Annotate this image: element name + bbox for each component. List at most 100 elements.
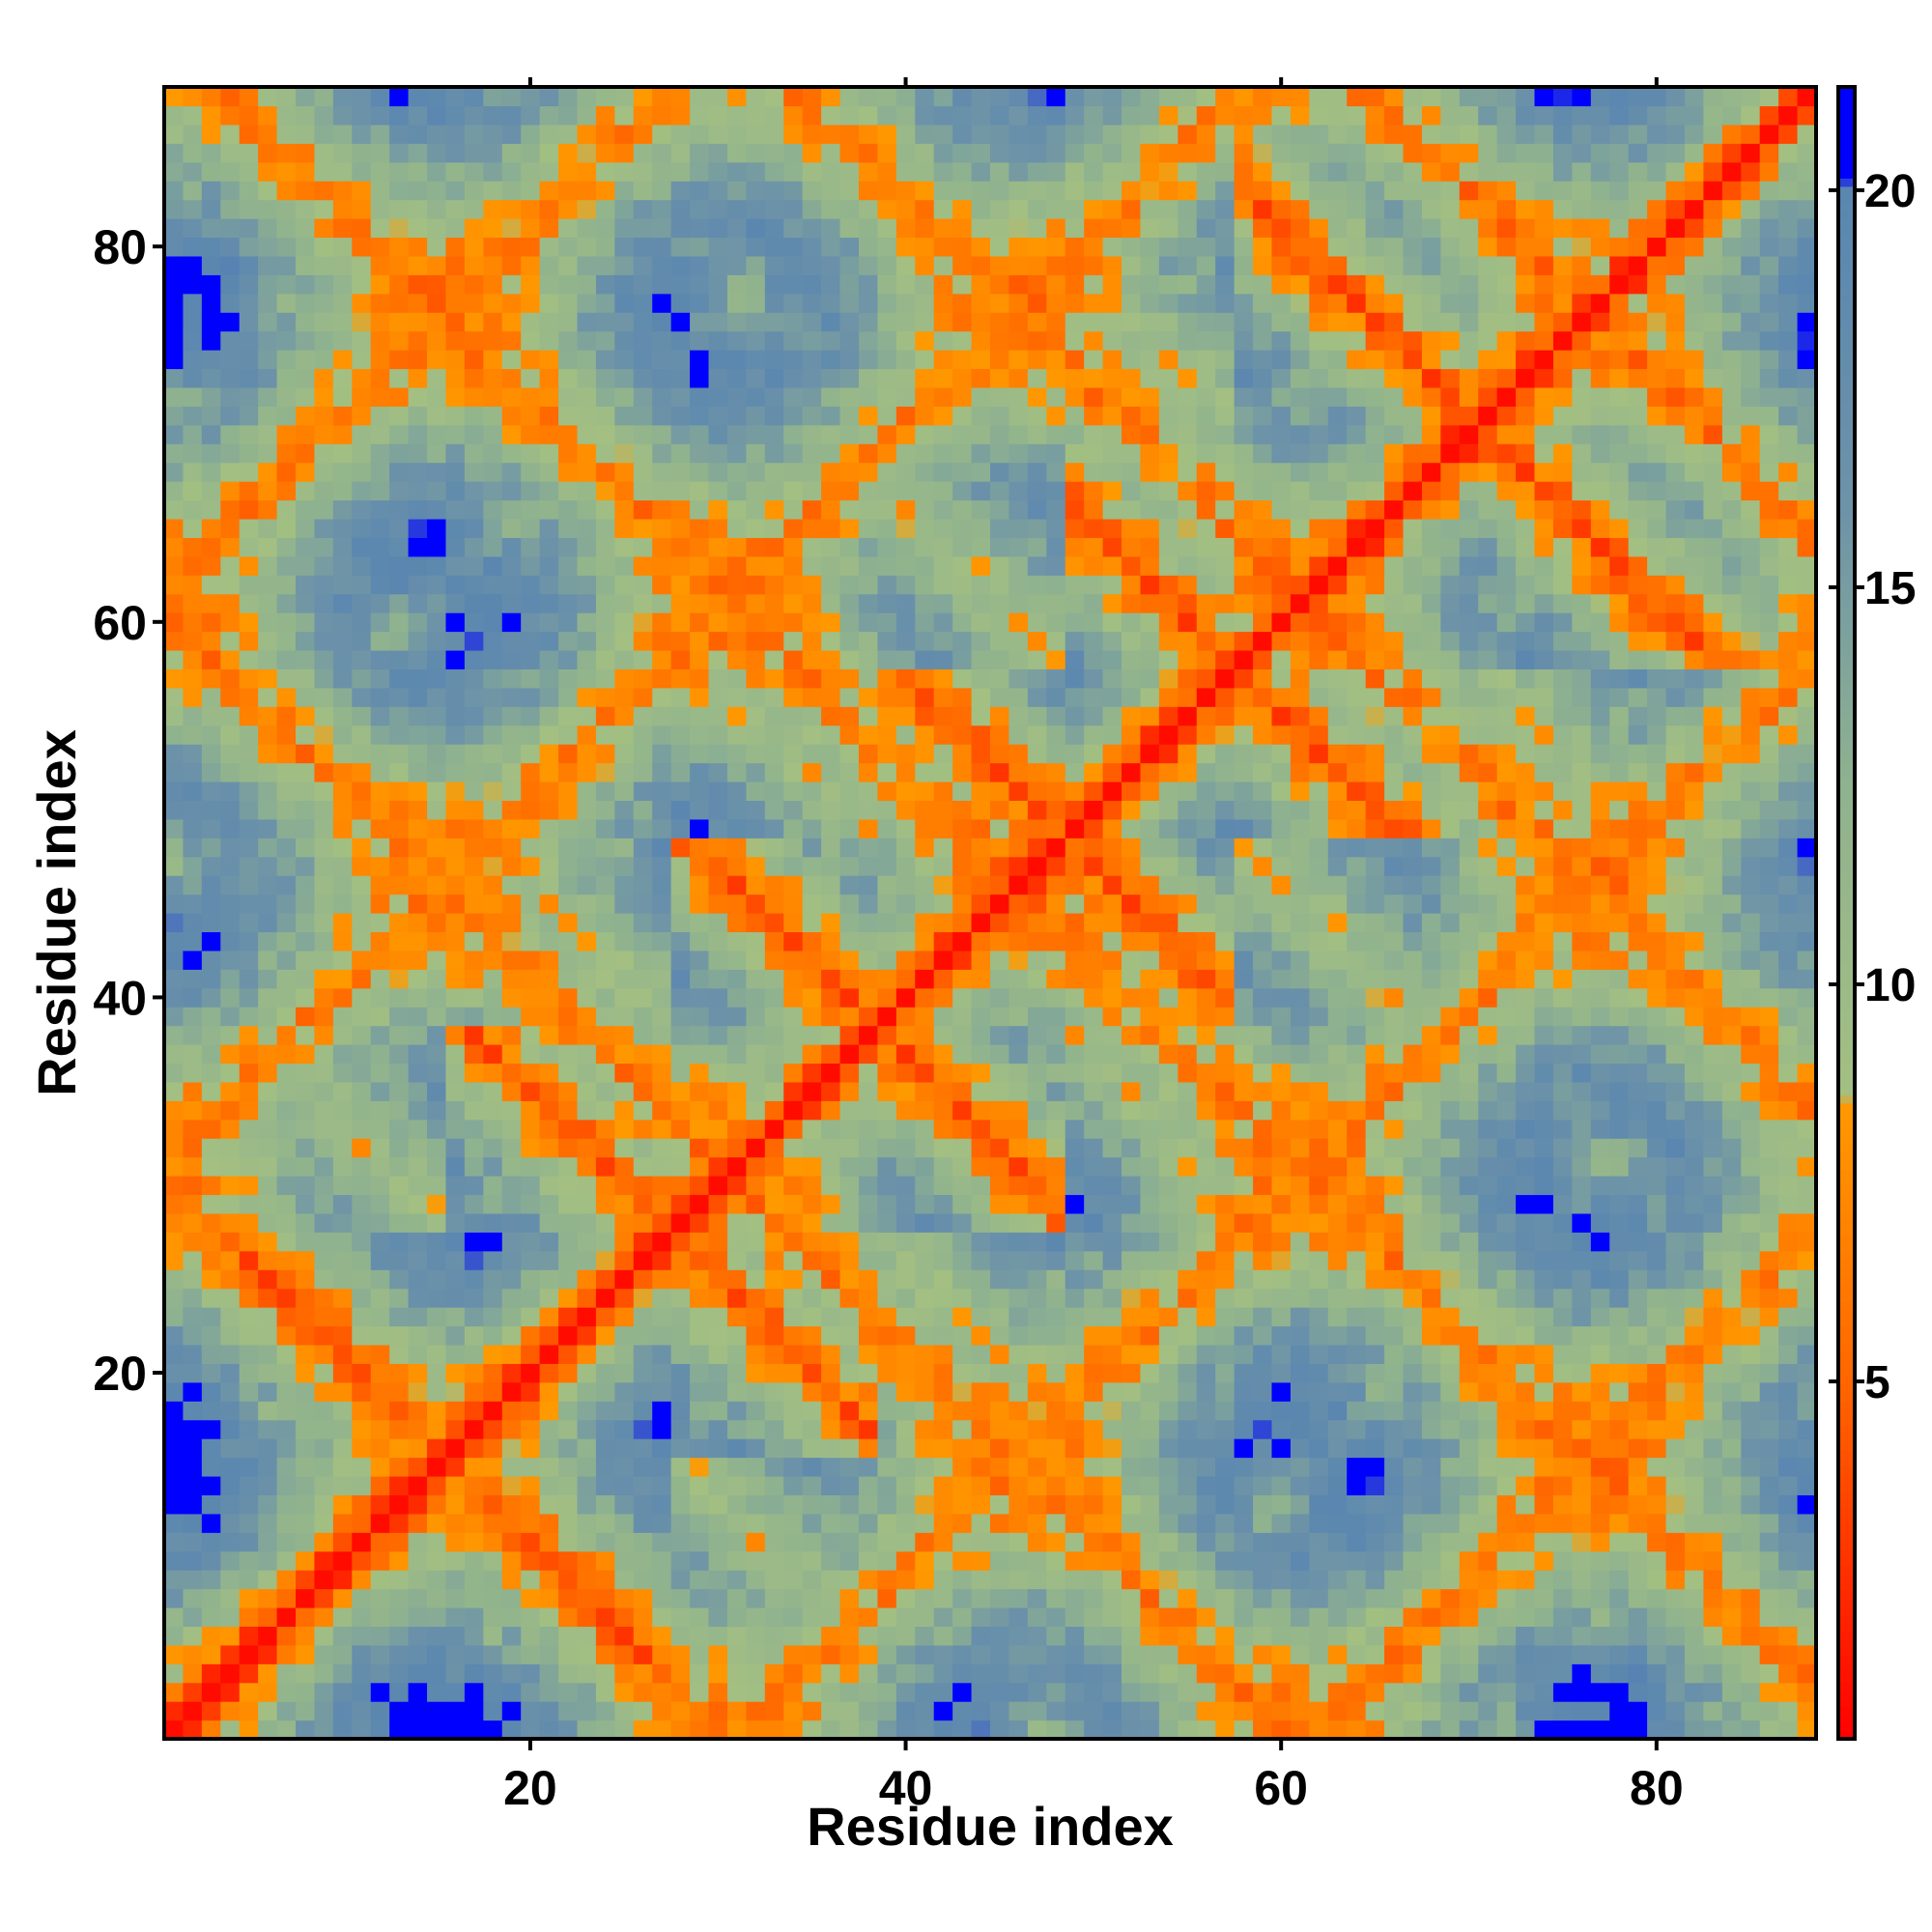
heatmap-cell [708,386,728,407]
heatmap-cell [501,443,522,464]
heatmap-cell [577,838,597,858]
heatmap-cell [332,518,353,538]
heatmap-cell [633,1250,653,1270]
heatmap-cell [802,668,822,689]
heatmap-cell [558,312,579,332]
heatmap-cell [296,1588,316,1608]
heatmap-cell [352,105,372,126]
heatmap-cell [821,1176,841,1196]
heatmap-cell [1102,181,1122,201]
heatmap-cell [802,1344,822,1364]
heatmap-cell [239,218,259,239]
heatmap-cell [408,612,428,633]
heatmap-cell [633,687,653,707]
heatmap-cell [332,724,353,745]
heatmap-cell [332,1063,353,1083]
heatmap-cell [521,969,541,989]
heatmap-cell [539,913,559,933]
heatmap-cell [595,143,615,163]
heatmap-cell [802,1457,822,1477]
heatmap-cell [1065,1176,1085,1196]
heatmap-cell [971,1100,991,1121]
heatmap-cell [877,612,897,633]
heatmap-cell [539,1269,559,1290]
heatmap-cell [1178,762,1198,782]
heatmap-cell [1027,1457,1047,1477]
heatmap-cell [1009,481,1029,501]
heatmap-cell [1102,1250,1122,1270]
heatmap-cell [1140,1138,1160,1158]
heatmap-cell [708,1532,728,1552]
heatmap-cell [708,462,728,482]
heatmap-cell [839,1513,860,1533]
heatmap-cell [314,1138,334,1158]
heatmap-cell [1065,386,1085,407]
heatmap-cell [990,1363,1010,1383]
heatmap-cell [1215,668,1236,689]
heatmap-cell [952,218,973,239]
heatmap-cell [839,593,860,613]
heatmap-cell [539,593,559,613]
heatmap-cell [971,575,991,595]
heatmap-cell [1196,1588,1216,1608]
heatmap-cell [670,1494,691,1515]
heatmap-cell [633,1325,653,1346]
heatmap-cell [1065,762,1085,782]
heatmap-cell [877,593,897,613]
heatmap-cell [164,330,185,351]
heatmap-cell [577,274,597,295]
heatmap-cell [652,1081,672,1101]
heatmap-cell [164,105,185,126]
heatmap-cell [445,1063,466,1083]
heatmap-cell [652,1550,672,1571]
heatmap-cell [1178,424,1198,444]
heatmap-cell [1196,856,1216,876]
heatmap-cell [839,800,860,820]
heatmap-cell [971,762,991,782]
heatmap-cell [464,1719,484,1740]
heatmap-cell [276,368,297,388]
heatmap-cell [276,612,297,633]
heatmap-cell [1215,762,1236,782]
heatmap-cell [802,237,822,257]
heatmap-cell [690,518,710,538]
heatmap-cell [595,1438,615,1459]
heatmap-cell [1158,1212,1179,1233]
heatmap-cell [258,1176,278,1196]
heatmap-cell [933,330,953,351]
heatmap-cell [352,181,372,201]
heatmap-cell [915,537,935,557]
heatmap-cell [746,555,766,576]
heatmap-cell [652,1606,672,1628]
heatmap-cell [839,218,860,239]
heatmap-cell [389,218,410,239]
heatmap-cell [783,1719,804,1740]
heatmap-cell [858,1138,879,1158]
heatmap-cell [332,1250,353,1270]
heatmap-cell [501,199,522,219]
heatmap-cell [746,1363,766,1383]
heatmap-cell [746,1644,766,1664]
heatmap-cell [445,706,466,726]
heatmap-cell [1084,1156,1104,1177]
heatmap-cell [1084,406,1104,426]
heatmap-cell [895,687,916,707]
heatmap-cell [539,1044,559,1065]
heatmap-cell [1215,1250,1236,1270]
heatmap-cell [332,950,353,970]
heatmap-cell [1065,744,1085,764]
heatmap-cell [445,987,466,1008]
heatmap-cell [296,649,316,669]
heatmap-cell [408,161,428,182]
heatmap-cell [183,1138,203,1158]
heatmap-cell [1196,161,1216,182]
heatmap-cell [614,575,635,595]
heatmap-cell [1178,1025,1198,1045]
heatmap-cell [802,856,822,876]
heatmap-cell [670,181,691,201]
heatmap-cell [877,1138,897,1158]
heatmap-cell [726,1081,747,1101]
heatmap-cell [296,744,316,764]
heatmap-cell [483,1401,503,1421]
heatmap-cell [990,762,1010,782]
